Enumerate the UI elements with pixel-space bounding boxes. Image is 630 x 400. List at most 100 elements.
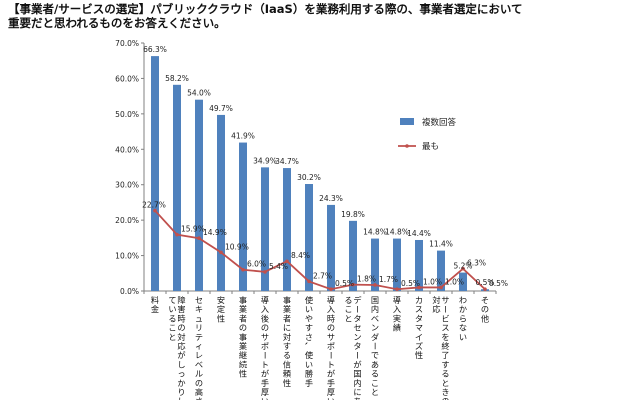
x-category-char: 対 [432,295,440,305]
x-category-char: か [459,304,467,314]
bar [173,84,181,291]
line-value-label: 6.0% [247,260,266,269]
y-tick-label: 60.0% [115,74,139,83]
x-category-char: さ [305,332,313,342]
line-point [197,236,201,241]
x-category-char: イ [415,332,423,342]
bar [459,272,467,291]
bar-value-label: 14.8% [385,228,409,237]
x-category-char: タ [353,341,361,351]
x-category-char: 導 [327,295,335,305]
x-category-char: デ [353,295,362,305]
y-tick-label: 40.0% [115,145,139,154]
x-category-char: ー [326,351,336,359]
x-category-char: 終 [441,341,449,351]
x-category-char: ス [441,323,449,333]
x-category-char: 業 [239,304,247,314]
x-category-char: ー [353,351,363,359]
x-category-char: の [195,378,203,388]
x-category-char: ポ [327,341,335,351]
x-category-char: 業 [283,304,291,314]
x-category-char: ュ [195,313,203,323]
x-category-char: 信 [283,359,291,369]
line-value-label: 5.4% [269,262,288,271]
x-category-char: 手 [327,378,335,388]
x-category-char: ン [371,323,379,333]
x-category-char: 料 [151,295,159,305]
line-point [417,285,421,290]
x-category-char: い [168,304,176,314]
x-category-char: ダ [371,332,379,342]
chart-title: 【事業者/サービスの選定】パブリッククラウド（IaaS）を業務利用する際の、事業… [8,2,624,30]
x-category-char: し [177,396,185,400]
line-point [351,282,355,287]
x-category-char: の [261,323,269,333]
x-category-char: 障 [177,295,185,305]
chart-title-line-1: 【事業者/サービスの選定】パブリッククラウド（IaaS）を業務利用する際の、事業… [8,2,523,16]
y-tick-label: 20.0% [115,216,139,225]
x-category-char: ト [261,359,269,369]
bar-value-label: 58.2% [165,74,189,83]
bar [283,168,291,291]
x-category-char: わ [459,295,467,305]
x-category-char: 性 [283,378,291,388]
x-category-char: い [305,304,313,314]
x-category-char: の [441,396,449,400]
bar-value-label: 11.4% [429,240,453,249]
line-value-label: 0.5% [401,279,420,288]
line-point [307,279,311,284]
bar-value-label: 0.5% [475,278,494,287]
x-category-char: ポ [261,341,269,351]
line-value-label: 1.7% [379,275,398,284]
x-category-char: 了 [441,350,449,360]
x-category-char: 内 [371,304,379,314]
line-value-label: 15.9% [181,225,205,234]
x-category-char: セ [353,323,361,333]
x-category-char: こ [168,323,176,333]
line-value-label: 0.5% [489,279,508,288]
x-category-char: 応 [432,304,440,314]
x-category-char: 入 [261,304,269,314]
line-point [395,287,399,292]
x-category-char: 対 [283,332,291,342]
line-value-label: 22.7% [142,201,166,210]
x-category-char: こ [371,378,379,388]
bar-value-label: 30.2% [297,173,321,182]
bar [415,239,423,291]
bar [261,167,269,291]
x-category-char: る [168,313,176,323]
line-point [373,283,377,287]
x-category-char: な [459,323,467,333]
line-point [241,267,245,272]
x-category-char: 者 [239,313,247,323]
line-point [219,250,223,255]
x-category-char: 安 [217,295,225,305]
x-category-char: い [305,359,313,369]
x-category-char: 高 [195,387,203,397]
x-category-char: ー [441,305,451,313]
x-category-char: 対 [177,332,185,342]
x-category-char: と [168,332,176,342]
x-category-char: あ [353,396,361,400]
x-category-char: 業 [239,341,247,351]
x-category-label: データセンターが国内にあること [344,295,362,400]
x-category-char: に [353,387,361,397]
legend-bar-label: 複数回答 [422,117,457,128]
x-category-char: 導 [261,295,269,305]
bar-value-label: 19.8% [341,210,365,219]
x-category-char: 続 [239,359,247,369]
x-category-char: サ [441,295,449,305]
x-category-char: ト [327,359,335,369]
x-category-char: 績 [393,323,401,333]
x-category-label: 障害時の対応がしっかりしていること [168,295,185,400]
x-category-char: そ [481,295,489,305]
bar-value-label: 54.0% [187,89,211,98]
x-category-char: が [353,359,361,369]
x-category-char: 国 [371,295,379,305]
x-category-char: し [177,359,185,369]
y-tick-label: 0.0% [120,287,139,296]
